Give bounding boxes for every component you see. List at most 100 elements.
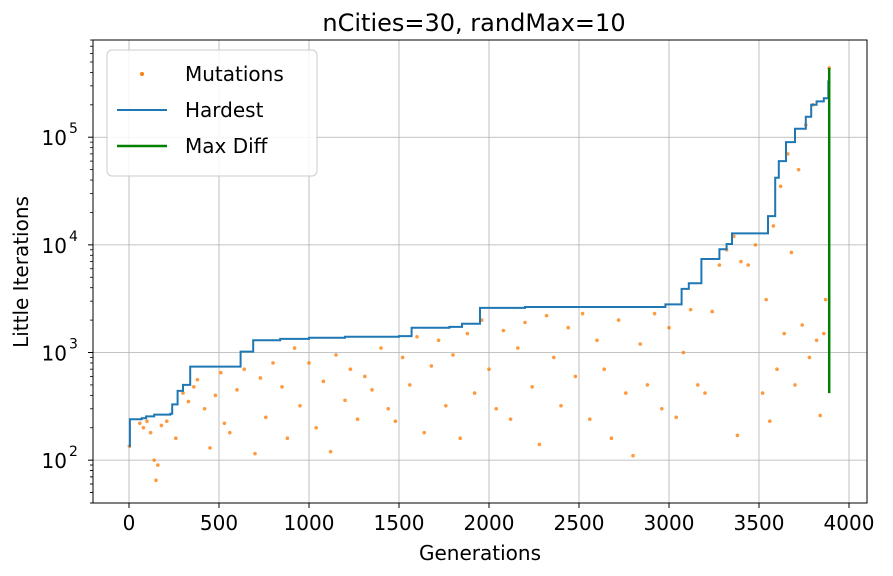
y-tick-label: 10 (42, 342, 67, 366)
mutation-point (710, 309, 714, 314)
mutation-point (370, 388, 374, 392)
mutation-point (393, 419, 398, 424)
mutation-point (573, 374, 578, 379)
mutation-point (717, 263, 722, 267)
y-tick-label: 10 (42, 126, 67, 150)
mutation-point (487, 367, 491, 371)
mutation-point (793, 383, 797, 387)
mutation-point (631, 453, 635, 458)
mutation-point (138, 421, 142, 426)
mutation-point (472, 391, 477, 395)
mutation-point (363, 374, 367, 379)
mutation-point (429, 364, 434, 368)
mutation-point (508, 417, 513, 422)
mutation-point (192, 385, 196, 389)
mutation-point (285, 436, 290, 440)
plot-frame (92, 39, 868, 504)
x-tick-label: 1000 (284, 511, 335, 535)
mutation-point (814, 338, 819, 343)
x-tick-label: 3500 (734, 511, 785, 535)
y-tick-label-exponent: 2 (69, 444, 78, 460)
mutation-point (823, 297, 828, 302)
mutation-point (516, 346, 520, 350)
mutation-point (307, 361, 311, 365)
mutation-point (181, 391, 185, 395)
mutation-point (258, 376, 263, 380)
mutation-point (782, 331, 786, 336)
mutation-point (444, 403, 448, 408)
mutation-point (789, 250, 794, 255)
mutation-point (195, 377, 200, 382)
mutation-point (202, 407, 207, 411)
mutation-point (292, 346, 297, 350)
legend-label: Max Diff (185, 134, 269, 158)
mutation-point (624, 391, 628, 395)
x-tick-label: 3000 (644, 511, 695, 535)
x-tick-label: 4000 (824, 511, 875, 535)
x-tick-label: 500 (200, 511, 238, 535)
mutation-point (152, 458, 156, 462)
y-tick-label-exponent: 5 (69, 121, 78, 137)
mutation-point (222, 421, 227, 426)
mutation-point (334, 353, 338, 357)
mutation-point (314, 425, 319, 430)
mutation-point (408, 383, 412, 387)
mutation-point (616, 318, 621, 322)
plot-marks (127, 66, 831, 483)
x-tick-label: 0 (123, 511, 136, 535)
chart-title: nCities=30, randMax=10 (322, 9, 625, 37)
mutation-point (208, 446, 212, 450)
mutation-point (775, 367, 779, 371)
mutation-point (328, 449, 333, 454)
mutation-point (355, 417, 360, 422)
x-axis: 0 500 1000 1500 2000 2500 3000 3500 4000 (123, 503, 875, 535)
mutation-point (400, 355, 405, 360)
mutation-point (559, 403, 563, 408)
mutation-point (739, 259, 743, 264)
mutation-point (242, 367, 246, 371)
mutation-point (580, 311, 585, 316)
mutation-point (213, 393, 218, 398)
mutation-point (379, 346, 383, 350)
mutation-point (807, 355, 812, 360)
mutation-point (422, 430, 427, 435)
mutation-point (348, 367, 353, 371)
mutation-point (674, 415, 678, 420)
mutation-point (818, 413, 822, 418)
mutation-point (544, 313, 549, 318)
mutation-point (703, 391, 707, 395)
mutation-point (264, 415, 268, 420)
mutation-point (280, 385, 284, 389)
mutation-point (174, 436, 178, 440)
mutation-point (298, 403, 302, 408)
mutation-point (465, 331, 470, 336)
mutation-point (537, 442, 542, 447)
y-tick-label-exponent: 3 (69, 337, 78, 353)
mutation-point (436, 338, 441, 343)
mutation-point (451, 353, 455, 357)
mutation-point (778, 184, 783, 189)
mutation-point (760, 391, 765, 395)
mutation-point (458, 436, 463, 440)
y-tick-label: 10 (42, 234, 67, 258)
legend: Mutations Hardest Max Diff (106, 49, 318, 177)
mutation-point (602, 367, 606, 371)
mutation-point (386, 407, 391, 411)
mutation-point (321, 379, 326, 384)
mutation-point (566, 325, 570, 330)
mutation-point (638, 342, 642, 346)
mutation-point (165, 419, 169, 424)
mutation-point (735, 433, 740, 438)
y-tick-label: 10 (42, 449, 67, 473)
mutation-point (228, 430, 232, 435)
mutation-point (771, 224, 776, 228)
y-tick-label-exponent: 4 (69, 229, 78, 245)
mutation-point (235, 388, 239, 392)
mutation-point (652, 311, 657, 316)
mutation-point (822, 331, 826, 336)
legend-label: Hardest (185, 98, 264, 122)
x-tick-label: 2000 (464, 511, 515, 535)
mutation-point (681, 350, 686, 355)
mutation-point (219, 370, 223, 375)
